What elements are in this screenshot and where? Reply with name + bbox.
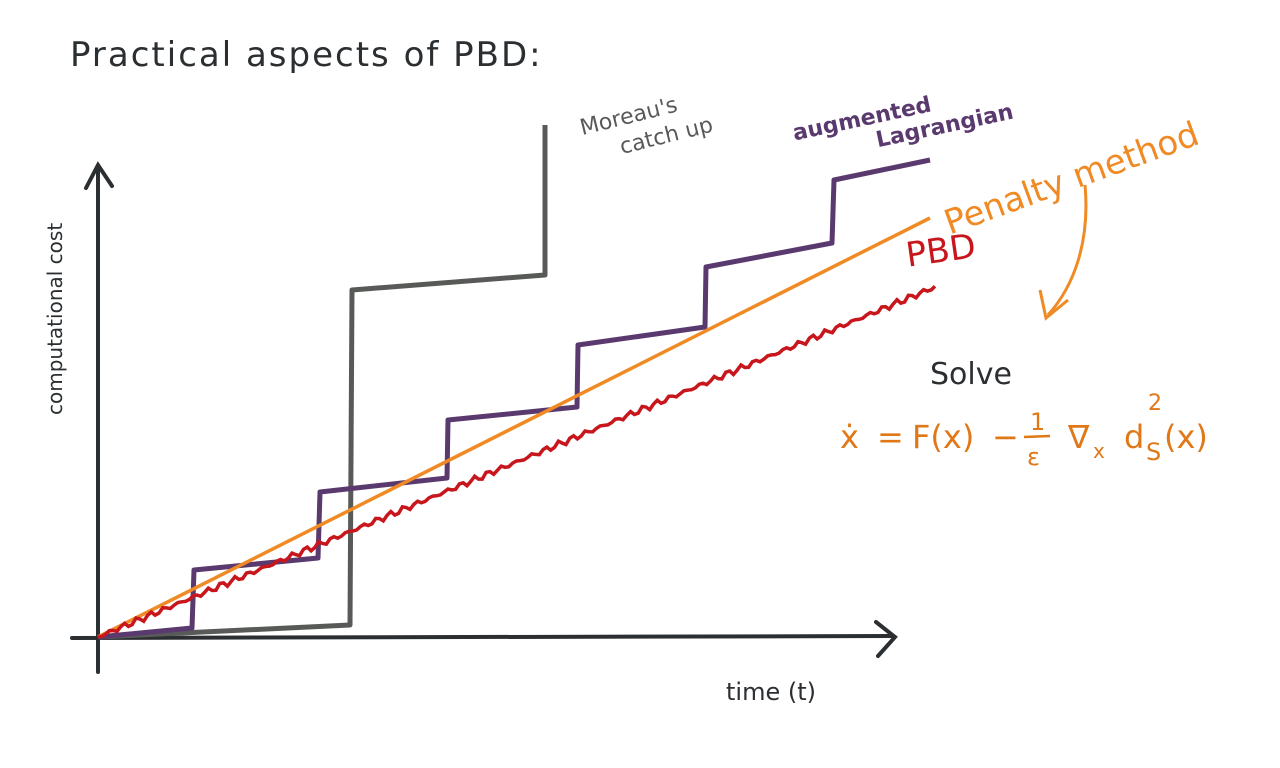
x-arrow xyxy=(874,620,898,658)
eq-nabla: ∇ xyxy=(1067,418,1090,456)
x-axis xyxy=(70,634,895,640)
augmented-curve xyxy=(97,157,931,640)
moreau-curve xyxy=(97,125,548,640)
eq-force: F(x) xyxy=(912,418,974,456)
y-axis-label: computational cost xyxy=(43,223,67,415)
eq-d-sub: S xyxy=(1146,438,1161,466)
note-arrow xyxy=(1046,184,1088,317)
y-arrow xyxy=(84,161,114,190)
axes xyxy=(70,161,898,674)
eq-lhs: ẋ xyxy=(840,418,859,456)
x-axis-label: time (t) xyxy=(726,678,816,706)
note-arrowhead xyxy=(1038,289,1069,321)
title: Practical aspects of PBD: xyxy=(70,35,543,75)
eq-numerator: 1 xyxy=(1030,408,1045,436)
eq-nabla-sub: x xyxy=(1093,439,1105,463)
pbd-label: PBD xyxy=(903,226,978,275)
eq-arg: (x) xyxy=(1164,418,1208,456)
equation: ẋ = F(x) − 1 ε ∇ x d S 2 (x) xyxy=(840,391,1208,471)
eq-d-sup: 2 xyxy=(1148,391,1162,416)
note-heading: Solve xyxy=(930,357,1012,392)
eq-fraction-bar xyxy=(1023,434,1051,439)
eq-equals: = xyxy=(877,418,904,456)
eq-d: d xyxy=(1124,418,1144,456)
eq-minus: − xyxy=(992,418,1019,456)
eq-denominator: ε xyxy=(1027,443,1040,471)
pbd-curve xyxy=(97,284,937,639)
penalty-curve xyxy=(97,216,931,639)
